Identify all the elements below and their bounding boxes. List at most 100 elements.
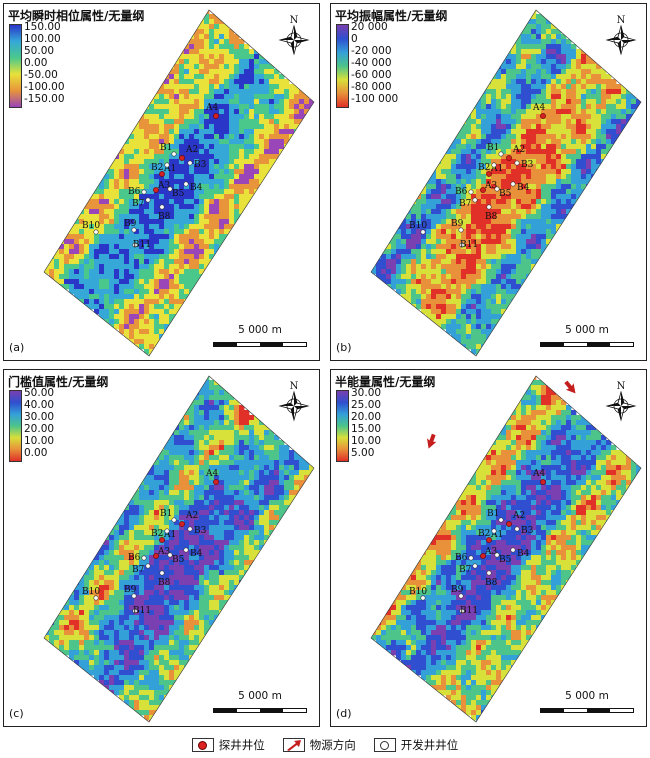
well-label: B10 xyxy=(409,587,427,597)
legend-source-direction: 物源方向 xyxy=(282,737,356,753)
map-legend: 探井井位 物源方向 开发井井位 xyxy=(0,735,650,755)
panel-title: 平均振幅属性/无量纲 xyxy=(335,9,448,23)
panel-label: (d) xyxy=(336,707,352,720)
colorbar-tick-label: 0 xyxy=(351,33,358,45)
well-label: B1 xyxy=(160,509,172,519)
colorbar-tick-label: 10.00 xyxy=(24,435,55,447)
colorbar-tick-label: -80 000 xyxy=(351,81,392,93)
development-well-b11 xyxy=(459,242,465,248)
colorbar xyxy=(9,390,22,462)
well-label: B8 xyxy=(158,578,171,588)
map-panel-a: A4 A2 A1 A3 B1 B2 B3 B4 B5 B6 B7 B8 B9 B10 B11 N 平均瞬时相位属… xyxy=(3,3,320,361)
colorbar-tick-label: 25.00 xyxy=(351,399,382,411)
development-well-b3 xyxy=(187,160,193,166)
exploration-well-a2 xyxy=(506,521,512,527)
exploration-well-a4 xyxy=(540,479,546,485)
exploration-well-a3 xyxy=(153,553,159,559)
development-well-b8 xyxy=(486,570,492,576)
development-well-b10 xyxy=(420,595,426,601)
development-well-b3 xyxy=(514,160,520,166)
well-label: B1 xyxy=(487,509,499,519)
legend-exploration-label: 探井井位 xyxy=(218,738,265,752)
colorbar-tick-label: 20 000 xyxy=(351,21,388,33)
colorbar-ticks: 30.00 25.00 20.00 15.00 10.00 5.00 xyxy=(351,387,381,459)
well-label: B2 xyxy=(151,529,163,539)
north-arrow-icon: N xyxy=(605,381,637,422)
well-label: B6 xyxy=(455,187,468,197)
colorbar-tick-label: 40.00 xyxy=(24,399,55,411)
development-well-b5 xyxy=(167,552,173,558)
development-well-b4 xyxy=(510,181,516,187)
exploration-well-a1 xyxy=(159,171,165,177)
panel-title: 半能量属性/无量纲 xyxy=(335,375,436,389)
well-label: B5 xyxy=(499,189,512,199)
legend-exploration-well: 探井井位 xyxy=(191,737,265,753)
attribute-raster xyxy=(371,10,641,356)
well-label: B4 xyxy=(517,549,530,559)
development-well-b7 xyxy=(145,197,151,203)
exploration-well-a3 xyxy=(153,187,159,193)
well-label: B8 xyxy=(485,578,498,588)
well-label: B8 xyxy=(158,212,171,222)
colorbar-tick-label: 30.00 xyxy=(24,411,55,423)
well-label: B2 xyxy=(151,163,163,173)
attribute-raster xyxy=(44,10,314,356)
well-label: B11 xyxy=(460,240,478,250)
north-label: N xyxy=(290,381,299,392)
well-label: B7 xyxy=(459,199,472,209)
scale-label: 5 000 m xyxy=(238,690,282,702)
colorbar-tick-label: -150.00 xyxy=(24,93,65,105)
well-label: B11 xyxy=(460,606,478,616)
well-label: B7 xyxy=(132,199,145,209)
development-well-b4 xyxy=(183,547,189,553)
development-well-b11 xyxy=(459,608,465,614)
colorbar-tick-label: 5.00 xyxy=(351,447,375,459)
well-label: B6 xyxy=(455,553,468,563)
development-well-b1 xyxy=(171,151,177,157)
exploration-well-a2 xyxy=(506,155,512,161)
development-well-b9 xyxy=(458,227,464,233)
exploration-well-a1 xyxy=(159,537,165,543)
well-label: B4 xyxy=(190,549,203,559)
well-label: A1 xyxy=(163,530,176,540)
colorbar xyxy=(336,390,349,462)
development-well-b9 xyxy=(458,593,464,599)
well-label: A4 xyxy=(205,469,218,479)
well-label: B3 xyxy=(521,526,534,536)
well-label: B5 xyxy=(499,555,512,565)
north-label: N xyxy=(617,381,626,392)
colorbar-tick-label: -100 000 xyxy=(351,93,399,105)
attribute-raster xyxy=(44,376,314,722)
development-well-b10 xyxy=(420,229,426,235)
panel-title: 门槛值属性/无量纲 xyxy=(8,375,109,389)
well-label: B4 xyxy=(517,183,530,193)
development-well-b5 xyxy=(494,552,500,558)
development-well-b1 xyxy=(498,151,504,157)
well-label: B9 xyxy=(451,585,464,595)
attribute-map-a: A4 A2 A1 A3 B1 B2 B3 B4 B5 B6 B7 B8 B9 B10 B11 N xyxy=(43,9,315,357)
colorbar-tick-label: -20 000 xyxy=(351,45,392,57)
colorbar-tick-label: -40 000 xyxy=(351,57,392,69)
development-well-b10 xyxy=(93,229,99,235)
map-panel-d: A4 A2 A1 A3 B1 B2 B3 B4 B5 B6 B7 B8 B9 B10 B11 N 半能量属性/无… xyxy=(330,369,647,727)
survey-boundary xyxy=(370,375,642,723)
colorbar-tick-label: 20.00 xyxy=(351,411,382,423)
well-label: B6 xyxy=(128,187,141,197)
colorbar-tick-label: -50.00 xyxy=(24,69,58,81)
exploration-well-icon xyxy=(191,738,214,752)
well-label: B7 xyxy=(459,565,472,575)
panel-label: (c) xyxy=(9,707,24,720)
colorbar-tick-label: 10.00 xyxy=(351,435,382,447)
well-label: A4 xyxy=(532,469,545,479)
development-well-b10 xyxy=(93,595,99,601)
scale-bar-graphic xyxy=(540,342,634,347)
source-direction-arrow xyxy=(426,433,437,449)
well-label: A3 xyxy=(157,547,170,557)
well-label: B6 xyxy=(128,553,141,563)
development-well-b6 xyxy=(468,555,474,561)
map-panel-b: A4 A2 A1 A3 B1 B2 B3 B4 B5 B6 B7 B8 B9 B10 B11 N 平均振幅属性/… xyxy=(330,3,647,361)
well-label: B9 xyxy=(124,585,137,595)
well-label: A1 xyxy=(163,164,176,174)
colorbar xyxy=(336,24,349,108)
development-well-b8 xyxy=(486,204,492,210)
